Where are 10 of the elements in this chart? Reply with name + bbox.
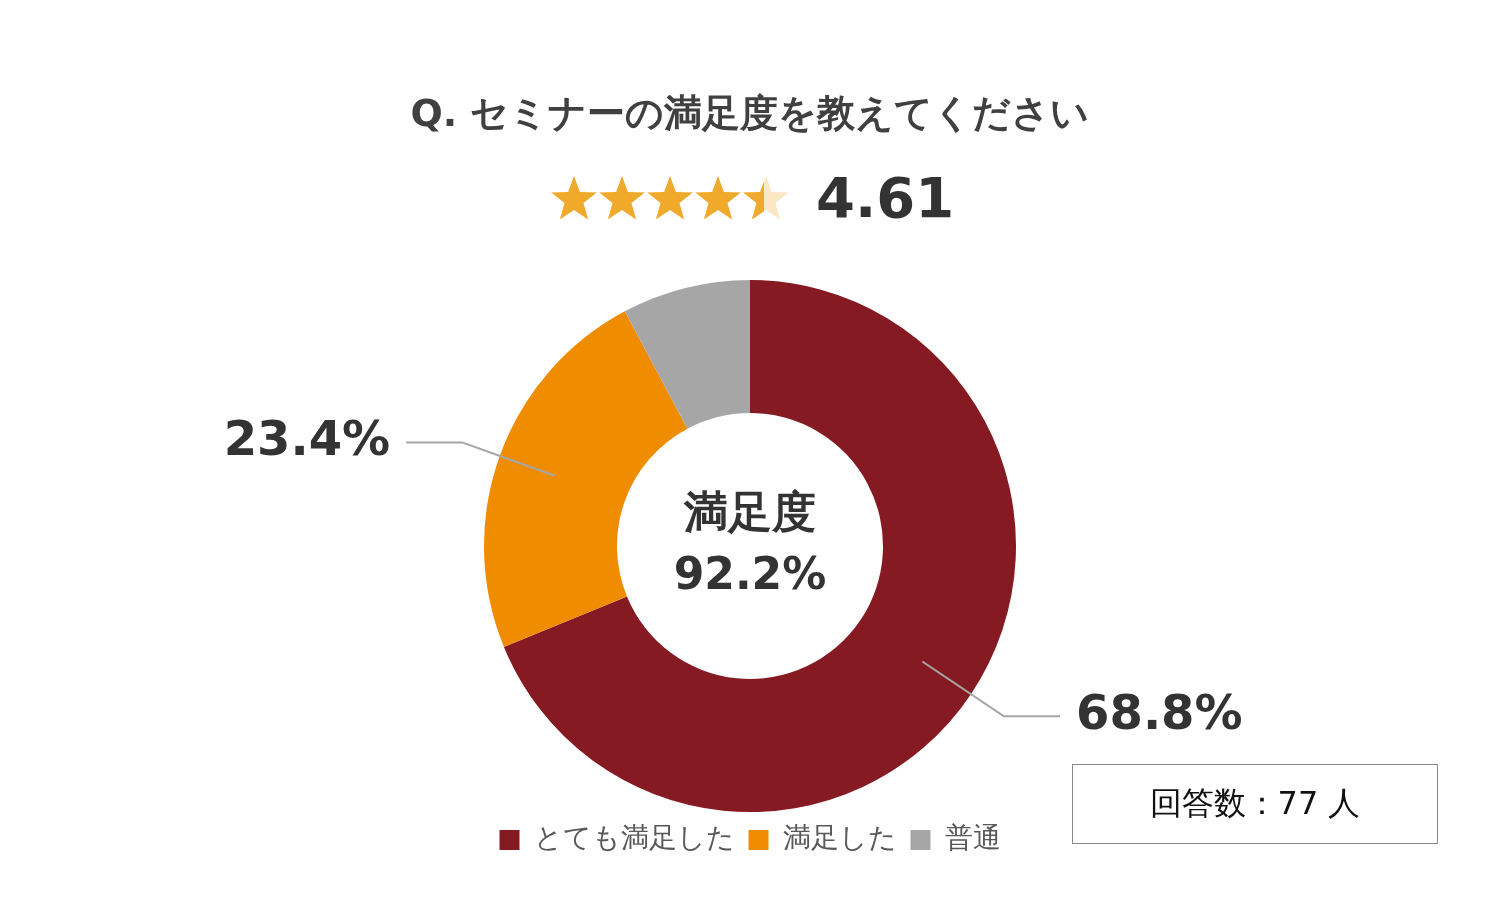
legend-label: 普通 bbox=[944, 821, 1001, 855]
data-label: 23.4% bbox=[223, 409, 391, 466]
text: 回答数：77 人 bbox=[1072, 764, 1438, 844]
text: 満足度 bbox=[683, 486, 816, 538]
legend-label: 満足した bbox=[782, 821, 897, 855]
legend-label: とても満足した bbox=[533, 821, 735, 855]
data-label: 68.8% bbox=[1076, 683, 1243, 740]
text: 92.2% bbox=[673, 548, 827, 600]
text: 4.61 bbox=[816, 165, 955, 230]
chart-title: Q. セミナーの満足度を教えてください bbox=[409, 90, 1091, 137]
